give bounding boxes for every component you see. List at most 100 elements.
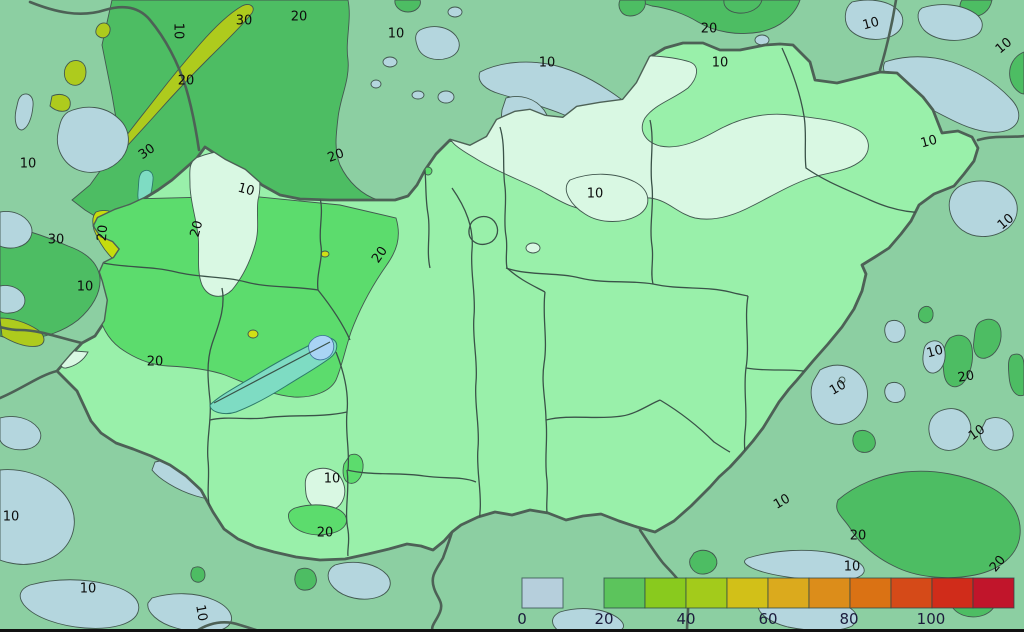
county-line xyxy=(317,289,351,341)
contour-patch-low xyxy=(552,608,624,632)
contour-label: 10 xyxy=(388,27,405,42)
contour-patch xyxy=(394,0,421,13)
contour-patch xyxy=(973,318,1002,359)
legend-swatch xyxy=(603,577,646,609)
lake-balaton-blue xyxy=(308,335,335,361)
legend-swatch xyxy=(685,577,728,609)
legend-swatch xyxy=(972,577,1015,609)
contour-label: 10 xyxy=(80,582,97,597)
contour-label: 20 xyxy=(188,219,207,239)
contour-label: 20 xyxy=(291,10,308,25)
color-scale-legend: 0 20 40 60 80 100 xyxy=(517,577,1015,628)
county-line xyxy=(346,469,477,483)
county-line xyxy=(545,399,661,421)
contour-label: 20 xyxy=(178,74,195,89)
contour-label: 30 xyxy=(48,233,65,248)
county-line xyxy=(745,367,811,373)
contour-label: 20 xyxy=(701,22,718,37)
county-line-budapest xyxy=(468,215,499,246)
legend-tick-label: 60 xyxy=(758,610,777,628)
border-at-sk xyxy=(28,0,201,152)
contour-patch-low xyxy=(382,56,398,68)
contour-label: 10 xyxy=(192,604,210,623)
legend-swatch xyxy=(767,577,810,609)
lake-velence xyxy=(525,242,541,254)
contour-label: 10 xyxy=(77,280,94,295)
contour-ridge xyxy=(49,94,71,112)
contour-patch-low xyxy=(844,0,904,40)
county-line xyxy=(649,119,654,285)
legend-tick-label: 80 xyxy=(839,610,858,628)
legend-swatch xyxy=(521,577,564,609)
county-line xyxy=(316,197,323,291)
legend-tick-label: 40 xyxy=(676,610,695,628)
lake-balaton xyxy=(209,335,338,415)
contour-ridge xyxy=(108,4,254,166)
contour-label: 20 xyxy=(850,529,867,544)
contour-label: 10 xyxy=(919,133,939,152)
contour-patch-low xyxy=(415,26,460,60)
legend-swatch xyxy=(726,577,769,609)
contour-patch xyxy=(294,567,317,591)
contour-patch-low xyxy=(565,173,649,222)
county-line xyxy=(206,287,224,509)
border-sk-ua xyxy=(878,0,898,72)
county-line xyxy=(451,187,482,547)
contour-patch-low xyxy=(0,211,33,249)
contour-patch-low xyxy=(979,417,1014,451)
contour-patch-low xyxy=(14,93,34,131)
county-line xyxy=(102,262,319,291)
contour-label: 20 xyxy=(147,355,164,370)
contour-patch xyxy=(190,566,206,583)
contour-patch-low xyxy=(884,319,906,343)
contour-label: 30 xyxy=(236,14,253,29)
legend-swatch xyxy=(644,577,687,609)
contour-patch-low xyxy=(884,381,906,403)
legend-swatch xyxy=(931,577,974,609)
contour-patch xyxy=(852,429,876,453)
contour-patch xyxy=(639,0,801,34)
contour-label: 10 xyxy=(712,56,729,71)
contour-label: 10 xyxy=(20,157,37,172)
contour-patch-low xyxy=(0,469,75,565)
contour-patch-20 xyxy=(287,504,347,536)
contour-label: 10 xyxy=(925,343,945,362)
contour-patch-low xyxy=(370,79,382,89)
contour-patch-low xyxy=(56,106,129,173)
border-rs-ro xyxy=(638,528,690,632)
county-line xyxy=(345,469,350,557)
county-line xyxy=(499,126,546,293)
contour-label: 10 xyxy=(844,560,861,575)
contour-label: 20 xyxy=(95,224,111,242)
county-line-through-lake xyxy=(213,341,331,404)
border-hr-rs xyxy=(430,530,454,632)
lake-balaton-ring xyxy=(209,337,338,415)
contour-label: 20 xyxy=(957,368,976,386)
contour-patch xyxy=(836,470,1021,579)
legend-tick-label: 20 xyxy=(594,610,613,628)
contour-patch-low xyxy=(948,180,1018,237)
contour-label: 10 xyxy=(171,23,186,40)
contour-patch xyxy=(1009,51,1024,95)
contour-label: 20 xyxy=(326,146,347,166)
map-frame-bottom xyxy=(0,629,1024,632)
legend-swatch xyxy=(849,577,892,609)
contour-patch-low xyxy=(327,561,391,600)
contour-patch-low xyxy=(447,6,463,18)
contour-ridge xyxy=(0,317,45,347)
contour-patch-low xyxy=(922,340,946,374)
contour-patch xyxy=(618,0,646,17)
contour-label: 10 xyxy=(236,181,256,200)
contour-patch-low xyxy=(411,90,425,100)
contour-ridge-dot xyxy=(320,250,330,258)
contour-patch xyxy=(689,549,718,575)
contour-patch-low xyxy=(0,285,26,314)
contour-patch xyxy=(1008,353,1024,397)
contour-patch xyxy=(918,305,934,324)
contour-patch-low xyxy=(0,416,42,451)
contour-label: 10 xyxy=(539,56,556,71)
contour-label: 10 xyxy=(827,377,849,398)
contour-patch-low xyxy=(437,90,455,104)
